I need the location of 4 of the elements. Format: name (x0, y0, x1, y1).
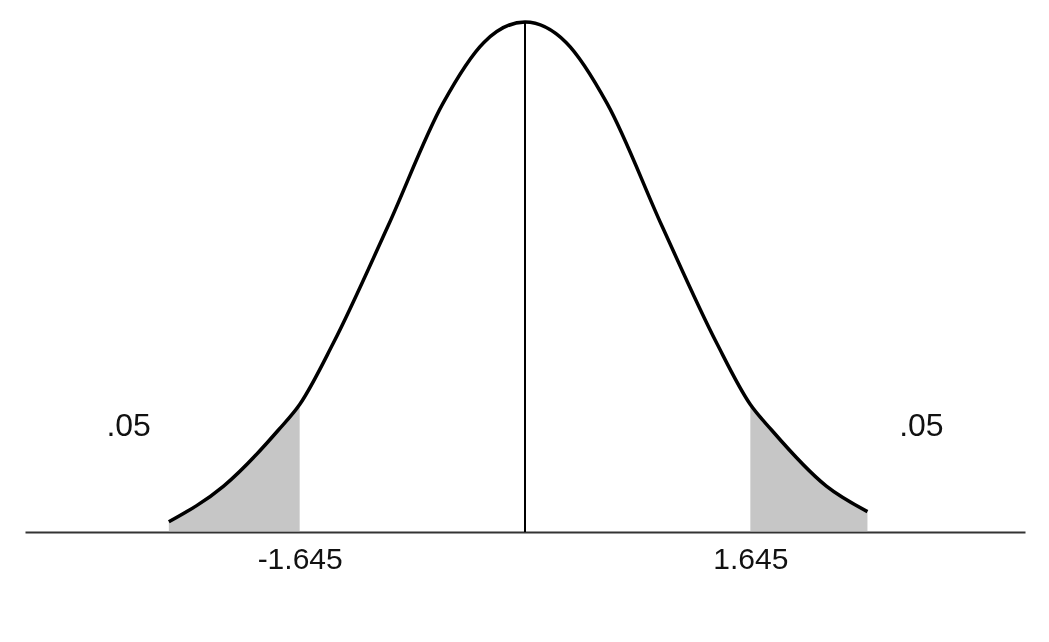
annotation: .05 (899, 407, 944, 444)
x-tick-label: 1.645 (713, 541, 789, 575)
x-tick-label: -1.645 (257, 541, 343, 575)
annotation: .05 (106, 407, 151, 444)
